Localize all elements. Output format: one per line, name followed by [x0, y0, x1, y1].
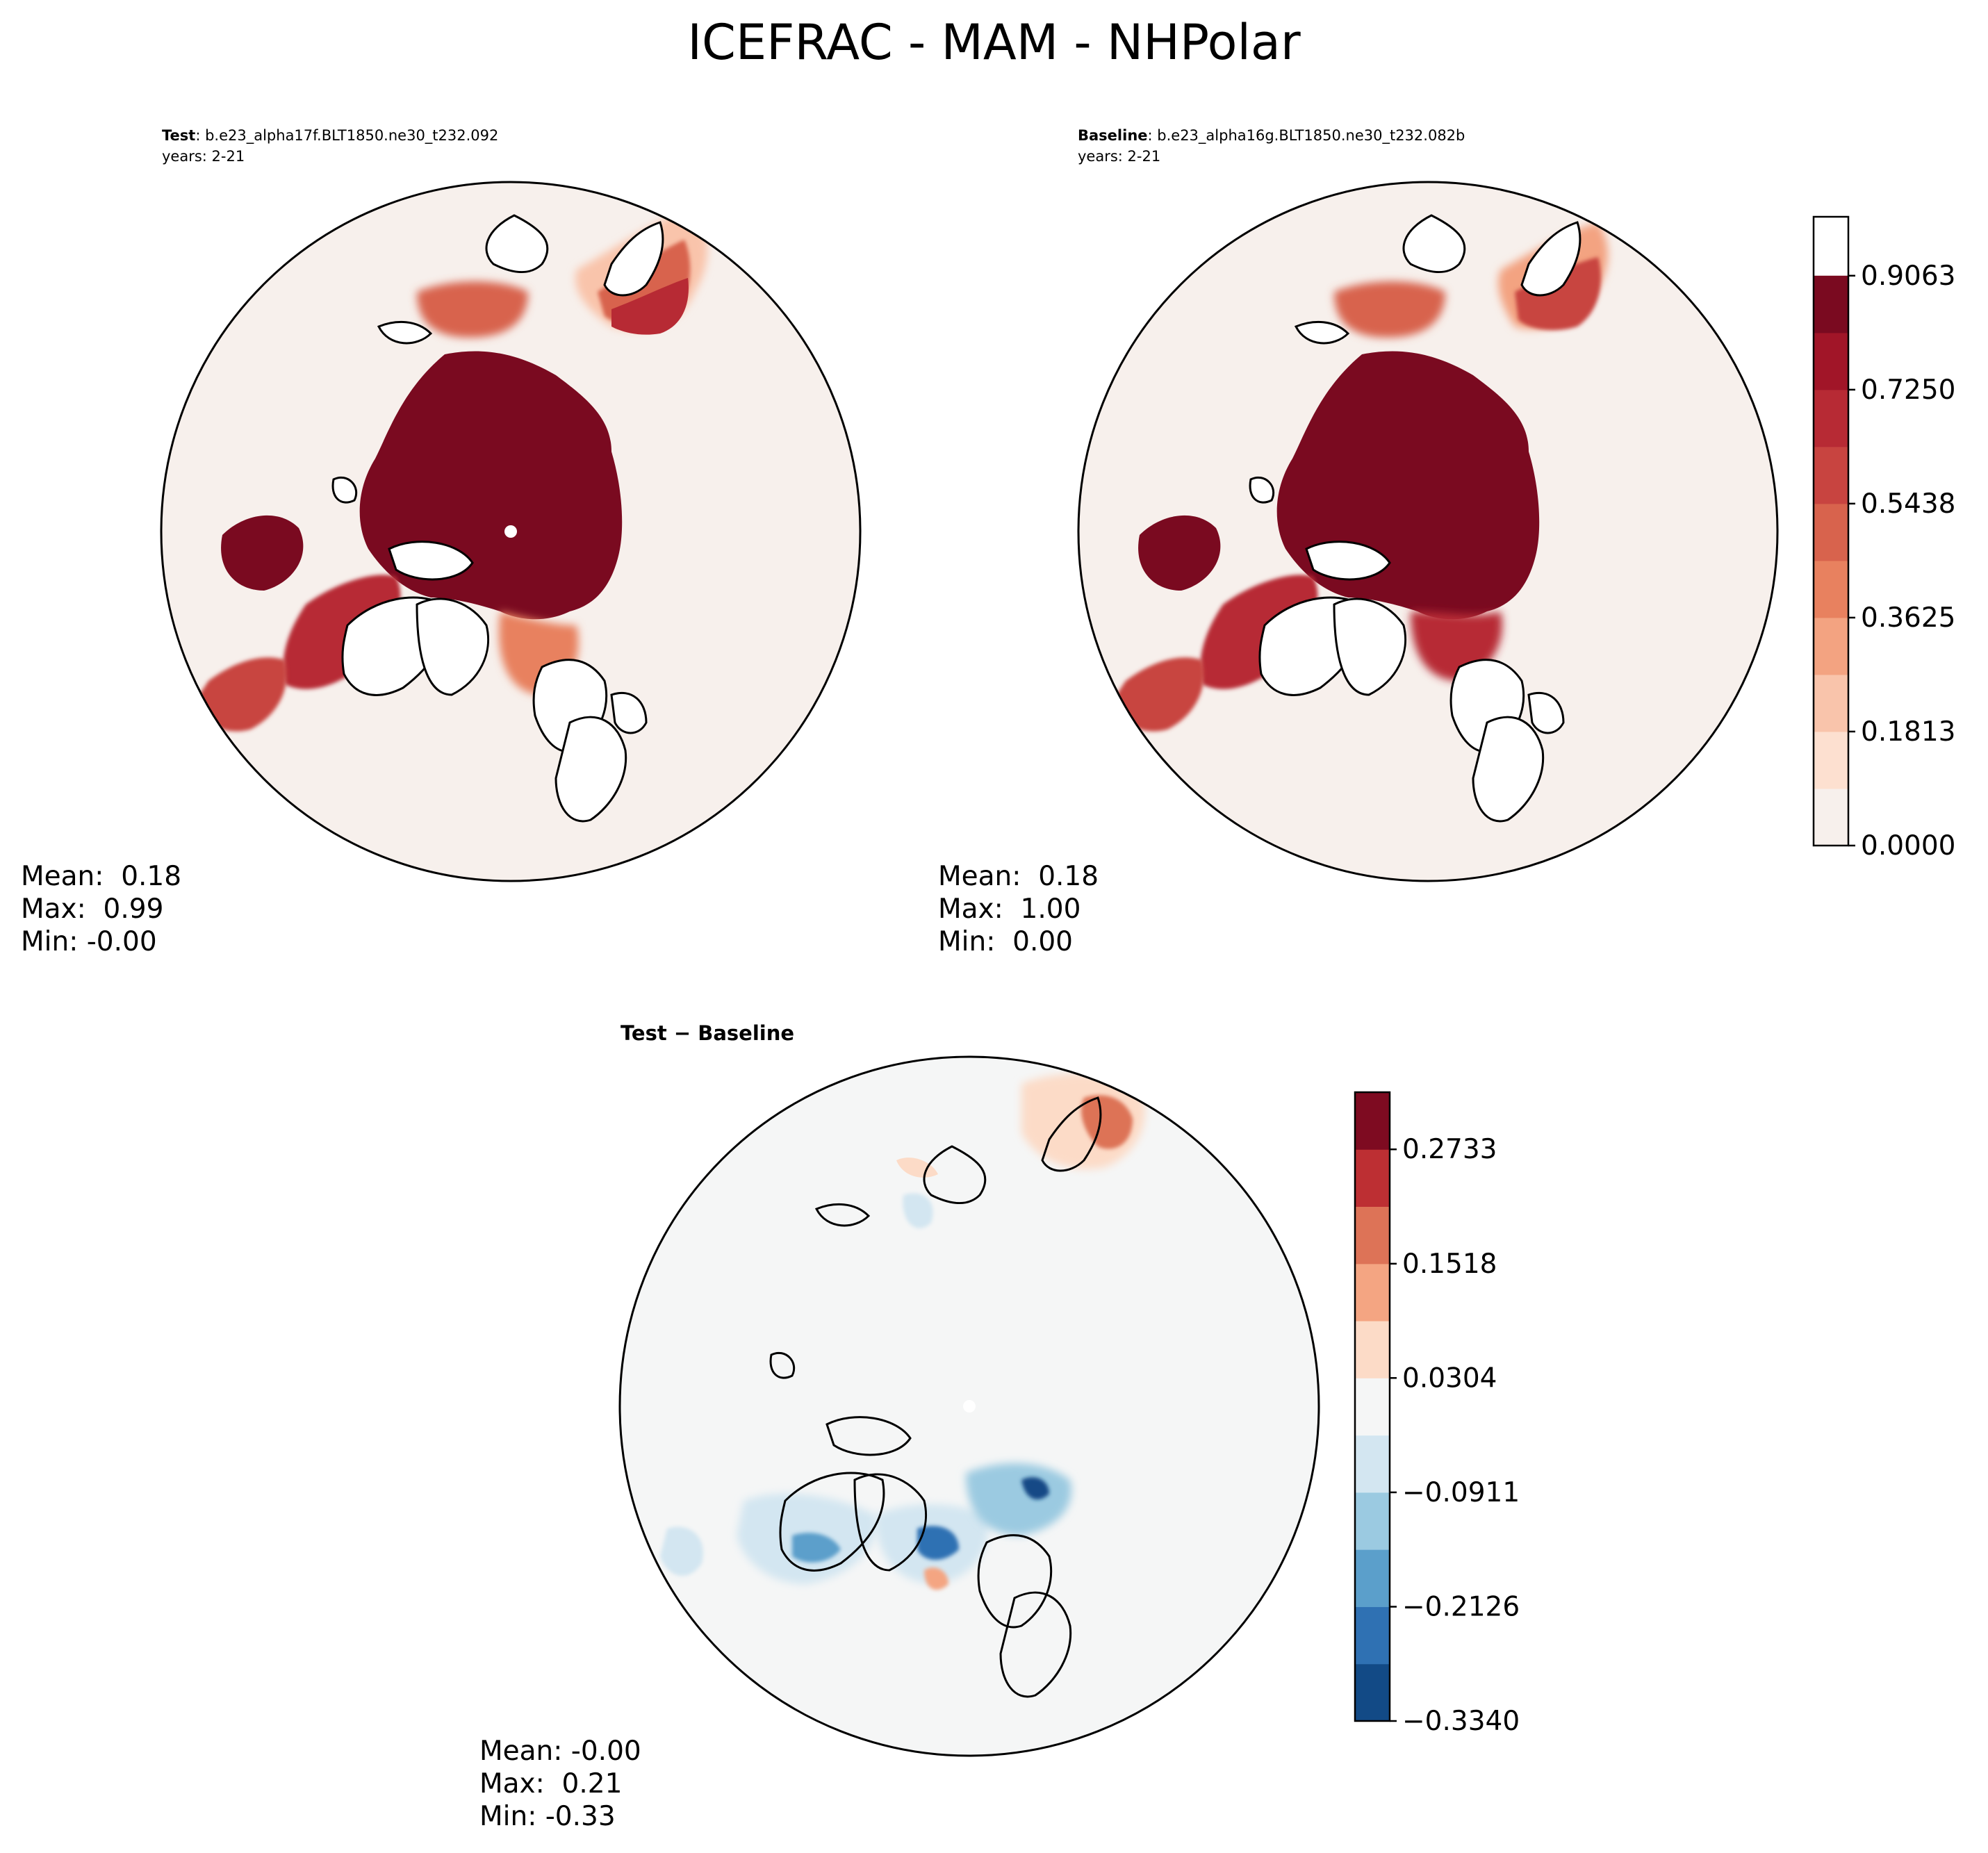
ice-colorbar-frame [1812, 215, 1850, 847]
test-subtitle: Test: b.e23_alpha17f.BLT1850.ne30_t232.0… [162, 125, 498, 167]
baseline-years: years: 2-21 [1078, 148, 1161, 165]
diff-land-outline [666, 1096, 1102, 1747]
colorbar-difference: −0.3340 −0.2126 −0.0911 0.0304 0.1518 0.2733 [1354, 1091, 1520, 1737]
test-min: Min: -0.00 [21, 926, 157, 957]
diff-title: Test − Baseline [621, 1021, 795, 1045]
baseline-min: Min: 0.00 [938, 926, 1073, 957]
figure-title: ICEFRAC - MAM - NHPolar [687, 14, 1301, 71]
baseline-mean: Mean: 0.18 [938, 861, 1099, 892]
ice-colorbar-tick-label: 0.5438 [1861, 488, 1955, 520]
diff-stats: Mean: -0.00 Max: 0.21 Min: -0.33 [479, 1735, 641, 1833]
ice-colorbar-color-band [1814, 446, 1848, 504]
ice-colorbar-tick-label: 0.3625 [1861, 602, 1955, 634]
colorbar-ice-fraction: 0.0000 0.1813 0.3625 0.5438 0.7250 0.9063 [1812, 215, 1955, 862]
diff-colorbar-color-band [1355, 1149, 1390, 1207]
ice-colorbar-color-band [1814, 674, 1848, 732]
test-land [228, 214, 664, 871]
baseline-labrador-ice [1112, 657, 1204, 732]
diff-north-pole-marker [963, 1400, 976, 1413]
ice-colorbar-color-band [1814, 617, 1848, 675]
diff-positive-anomaly-okhotsk [896, 1073, 1145, 1178]
baseline-hudson-bay-ice [1138, 515, 1221, 591]
ice-colorbar-color-band [1814, 332, 1848, 390]
test-map-boundary [160, 181, 862, 882]
ice-colorbar-color-band [1814, 275, 1848, 333]
test-label: Test [162, 127, 196, 144]
diff-colorbar-tick-label: 0.2733 [1402, 1134, 1497, 1165]
ice-colorbar-color-band [1814, 731, 1848, 789]
diff-mean: Mean: -0.00 [479, 1736, 641, 1767]
diff-map [618, 1055, 1320, 1757]
baseline-land [1145, 214, 1582, 871]
diff-positive-anomaly-iceland [924, 1567, 948, 1590]
diff-colorbar-color-band [1355, 1549, 1390, 1608]
baseline-label: Baseline [1078, 127, 1148, 144]
diff-colorbar-tick-label: −0.0911 [1402, 1477, 1520, 1508]
diff-colorbar-tick-label: 0.0304 [1402, 1362, 1497, 1394]
diff-colorbar-color-band [1355, 1321, 1390, 1378]
test-ice-edge-greenland-sea [283, 575, 401, 689]
diff-map-boundary [618, 1055, 1320, 1757]
diff-colorbar-frame [1354, 1091, 1391, 1722]
baseline-stats: Mean: 0.18 Max: 1.00 Min: 0.00 [938, 860, 1099, 958]
baseline-map-boundary [1077, 181, 1779, 882]
ice-colorbar-color-band [1814, 503, 1848, 561]
test-labrador-ice [195, 657, 287, 732]
diff-colorbar-color-band [1355, 1092, 1390, 1150]
baseline-ice-edge-greenland-sea [1200, 575, 1318, 689]
diff-max: Max: 0.21 [479, 1768, 623, 1800]
ice-colorbar-tick-label: 0.1813 [1861, 716, 1955, 748]
diff-colorbar-color-band [1355, 1435, 1390, 1493]
diff-colorbar-color-band [1355, 1492, 1390, 1550]
test-hudson-bay-ice [221, 515, 304, 591]
diff-negative-anomaly [660, 1193, 1071, 1584]
diff-min: Min: -0.33 [479, 1801, 616, 1832]
ice-colorbar-color-band [1814, 560, 1848, 618]
test-north-pole-marker [504, 525, 517, 538]
test-case: : b.e23_alpha17f.BLT1850.ne30_t232.092 [195, 127, 499, 144]
diff-colorbar-tick-label: −0.3340 [1402, 1706, 1520, 1737]
test-max: Max: 0.99 [21, 893, 164, 925]
diff-colorbar-color-band [1355, 1663, 1390, 1722]
ice-colorbar-tick-label: 0.9063 [1861, 261, 1955, 292]
diff-colorbar-tick-label: 0.1518 [1402, 1249, 1497, 1280]
diff-colorbar-color-band [1355, 1378, 1390, 1436]
baseline-map [1077, 181, 1779, 882]
baseline-case: : b.e23_alpha16g.BLT1850.ne30_t232.082b [1147, 127, 1465, 144]
diff-colorbar-tick-label: −0.2126 [1402, 1592, 1520, 1623]
baseline-subtitle: Baseline: b.e23_alpha16g.BLT1850.ne30_t2… [1078, 125, 1465, 167]
ice-colorbar-tick-label: 0.0000 [1861, 830, 1955, 862]
test-stats: Mean: 0.18 Max: 0.99 Min: -0.00 [21, 860, 181, 958]
test-years: years: 2-21 [162, 148, 245, 165]
ice-colorbar-color-band [1814, 389, 1848, 447]
ice-colorbar-tick-label: 0.7250 [1861, 374, 1955, 406]
test-mean: Mean: 0.18 [21, 861, 182, 892]
test-map [160, 181, 862, 882]
diff-colorbar-color-band [1355, 1263, 1390, 1321]
diff-colorbar-color-band [1355, 1206, 1390, 1265]
baseline-max: Max: 1.00 [938, 893, 1081, 925]
diff-colorbar-color-band [1355, 1606, 1390, 1665]
ice-colorbar-color-band [1814, 789, 1848, 846]
